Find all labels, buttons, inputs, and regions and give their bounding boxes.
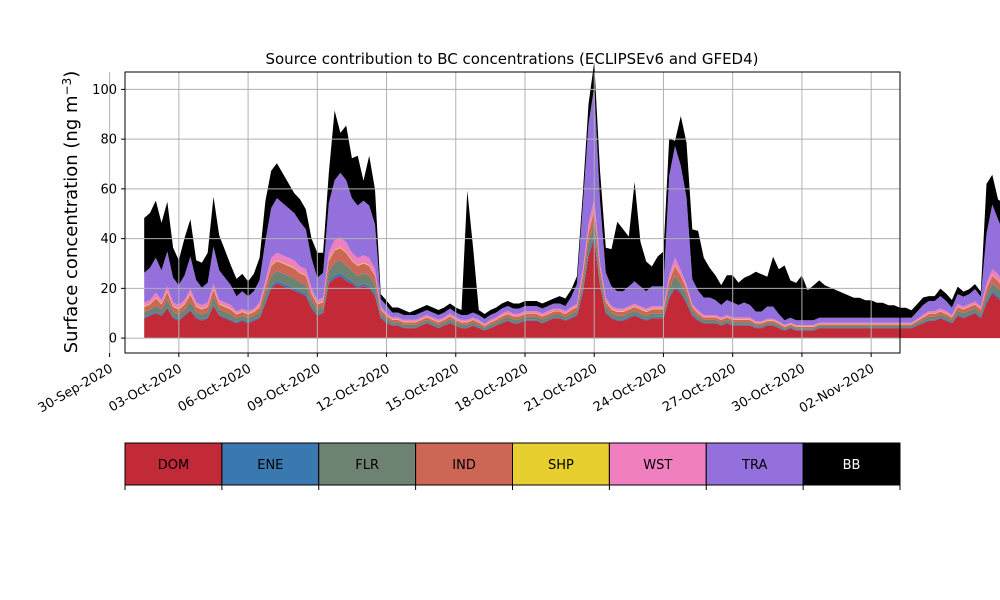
area-dom bbox=[144, 238, 1000, 339]
x-tick-label: 18-Oct-2020 bbox=[453, 361, 531, 415]
legend-swatch-flr bbox=[318, 442, 417, 486]
area-tra bbox=[144, 86, 1000, 326]
legend-label-flr: FLR bbox=[355, 458, 379, 473]
legend-colorbar: DOM ENE FLR IND SHP WST TRA BB bbox=[124, 442, 901, 490]
legend-label-ene: ENE bbox=[257, 458, 283, 473]
legend-swatch-wst bbox=[608, 442, 707, 486]
y-tick-label: 100 bbox=[92, 83, 117, 98]
chart-title: Source contribution to BC concentrations… bbox=[265, 50, 758, 68]
x-tick-label: 24-Oct-2020 bbox=[591, 361, 669, 415]
y-axis: 0 20 40 60 80 100 bbox=[92, 83, 125, 347]
y-tick-label: 0 bbox=[109, 332, 117, 347]
x-tick-label: 02-Nov-2020 bbox=[797, 361, 877, 416]
legend-swatch-dom bbox=[124, 442, 223, 486]
y-axis-label-superscript: −3 bbox=[60, 78, 74, 96]
series-areas bbox=[144, 62, 1000, 339]
legend-label-shp: SHP bbox=[548, 458, 574, 473]
x-tick-label: 03-Oct-2020 bbox=[106, 361, 184, 415]
x-tick-label: 09-Oct-2020 bbox=[245, 361, 323, 415]
y-tick-label: 80 bbox=[100, 133, 117, 148]
legend-label-ind: IND bbox=[452, 458, 476, 473]
x-tick-label: 30-Sep-2020 bbox=[36, 361, 116, 416]
grid-lines bbox=[109, 72, 900, 353]
y-axis-label: Surface concentration (ng m−3) bbox=[60, 71, 82, 354]
legend-swatch-bb bbox=[802, 442, 901, 486]
legend-label-wst: WST bbox=[643, 458, 672, 473]
x-tick-label: 27-Oct-2020 bbox=[660, 361, 738, 415]
x-tick-label: 21-Oct-2020 bbox=[522, 361, 600, 415]
y-tick-label: 60 bbox=[100, 182, 117, 197]
y-tick-label: 40 bbox=[100, 232, 117, 247]
legend-swatch-shp bbox=[512, 442, 610, 486]
legend-swatch-tra bbox=[705, 442, 804, 486]
legend-label-dom: DOM bbox=[158, 458, 189, 473]
legend-label-bb: BB bbox=[843, 458, 861, 473]
x-tick-label: 06-Oct-2020 bbox=[176, 361, 254, 415]
x-tick-label: 30-Oct-2020 bbox=[730, 361, 808, 415]
x-tick-label: 15-Oct-2020 bbox=[383, 361, 461, 415]
legend-swatch-ind bbox=[415, 442, 513, 486]
plot-frame bbox=[124, 71, 901, 354]
x-axis: 30-Sep-202003-Oct-202006-Oct-202009-Oct-… bbox=[36, 353, 877, 416]
y-tick-label: 20 bbox=[100, 282, 117, 297]
legend-label-tra: TRA bbox=[741, 458, 767, 473]
x-tick-label: 12-Oct-2020 bbox=[314, 361, 392, 415]
